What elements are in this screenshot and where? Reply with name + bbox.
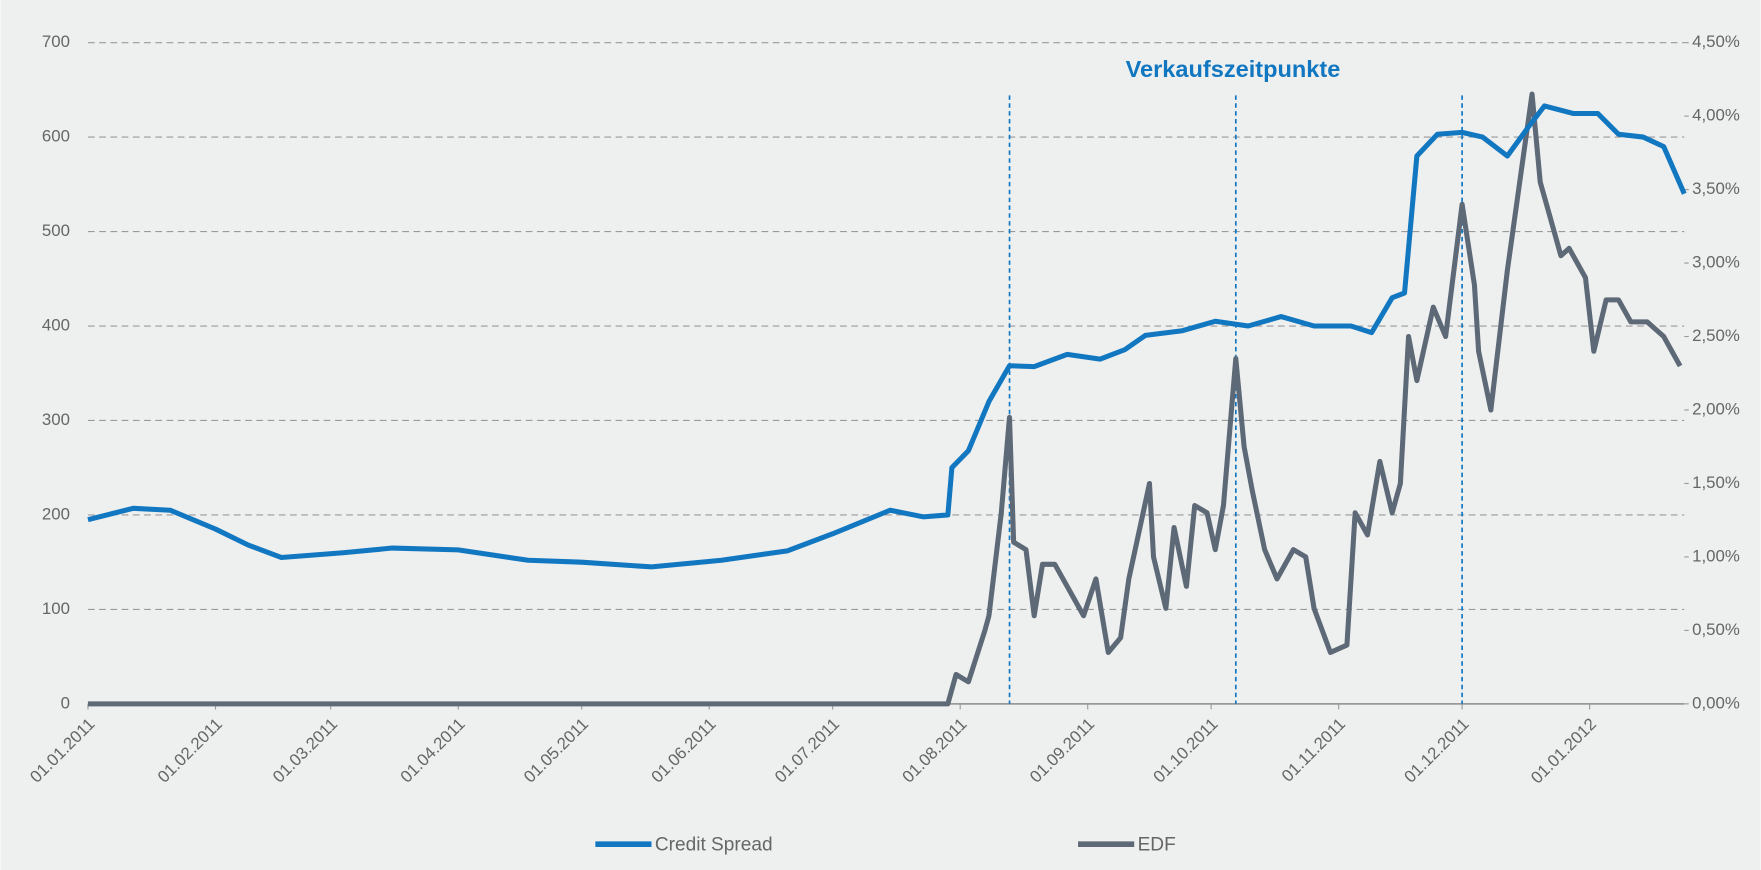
y2-tick-label: 4,00% [1692,106,1740,125]
annotation: Verkaufszeitpunkte [1126,56,1341,82]
y2-tick-label: 2,00% [1692,399,1740,418]
legend-label: Credit Spread [655,834,773,855]
y2-tick-label: 3,50% [1692,179,1740,198]
y-tick-label: 600 [42,127,70,146]
y-tick-label: 0 [61,693,70,712]
y2-tick-label: 0,50% [1692,620,1740,639]
y2-tick-label: 4,50% [1692,32,1740,51]
y-tick-label: 200 [42,504,70,523]
y2-tick-label: 0,00% [1692,693,1740,712]
y2-tick-label: 3,00% [1692,253,1740,272]
y2-tick-label: 2,50% [1692,326,1740,345]
legend-label: EDF [1138,834,1176,855]
y2-tick-label: 1,00% [1692,546,1740,565]
y-tick-label: 500 [42,221,70,240]
y-tick-label: 400 [42,315,70,334]
y-tick-label: 300 [42,410,70,429]
y-tick-label: 700 [42,32,70,51]
series-line [87,103,1687,570]
series-line [87,91,1683,707]
y2-tick-label: 1,50% [1692,473,1740,492]
y-tick-label: 100 [42,599,70,618]
